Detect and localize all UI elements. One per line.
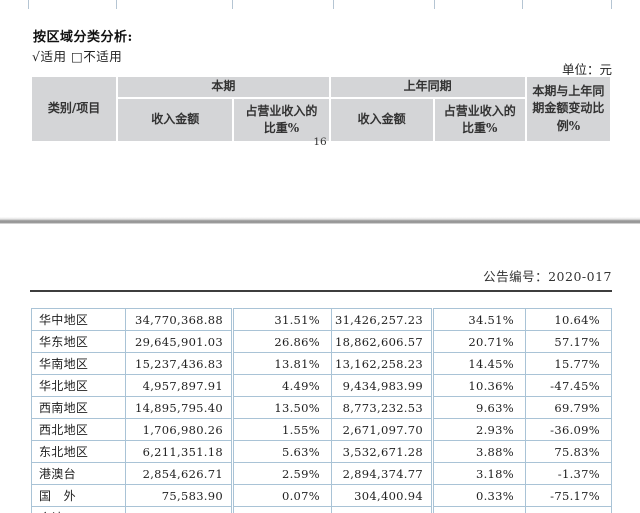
income-ratio-prior: 14.45% — [431, 352, 526, 375]
income-amount-prior: 2,671,097.70 — [331, 418, 433, 441]
income-amount-prior: 91,061,883.24 — [331, 506, 433, 513]
table-row: 西南地区 14,895,795.40 13.50% 8,773,232.53 9… — [31, 396, 612, 419]
income-amount-current: 2,854,626.71 — [125, 462, 233, 485]
change-ratio: 10.64% — [525, 308, 612, 331]
cutoff-cell — [117, 0, 233, 9]
page-break-divider — [0, 217, 640, 224]
change-ratio: -47.45% — [525, 374, 612, 397]
income-ratio-current: 13.50% — [231, 396, 332, 419]
change-ratio: -36.09% — [525, 418, 612, 441]
announcement-number: 公告编号：2020-017 — [483, 269, 612, 284]
income-amount-prior: 2,894,374.77 — [331, 462, 433, 485]
region-name: 港澳台 — [31, 462, 126, 485]
income-ratio-prior: 3.18% — [431, 462, 526, 485]
income-ratio-prior: 100.00% — [431, 506, 526, 513]
region-name: 国 外 — [31, 484, 126, 507]
income-ratio-prior: 34.51% — [431, 308, 526, 331]
income-amount-current: 29,645,901.03 — [125, 330, 233, 353]
region-table: 华中地区 34,770,368.88 31.51% 31,426,257.23 … — [31, 308, 612, 513]
table-row-total: 合计 110,355,942.11 100.00% 91,061,883.24 … — [31, 506, 612, 513]
income-amount-current: 75,583.90 — [125, 484, 233, 507]
income-amount-prior: 13,162,258.23 — [331, 352, 433, 375]
region-name: 华南地区 — [31, 352, 126, 375]
income-amount-prior: 8,773,232.53 — [331, 396, 433, 419]
region-name: 华中地区 — [31, 308, 126, 331]
income-amount-current: 34,770,368.88 — [125, 308, 233, 331]
cutoff-cell — [523, 0, 608, 9]
change-ratio: 75.83% — [525, 440, 612, 463]
income-ratio-current: 2.59% — [231, 462, 332, 485]
income-ratio-current: 0.07% — [231, 484, 332, 507]
income-amount-current: 14,895,795.40 — [125, 396, 233, 419]
income-ratio-current: 4.49% — [231, 374, 332, 397]
cutoff-cell — [29, 0, 117, 9]
cutoff-table-row — [28, 0, 612, 9]
cutoff-cell — [233, 0, 334, 9]
change-ratio: 57.17% — [525, 330, 612, 353]
header-income-amount-prior: 收入金额 — [328, 97, 435, 143]
table-row: 华南地区 15,237,436.83 13.81% 13,162,258.23 … — [31, 352, 612, 375]
income-amount-current: 110,355,942.11 — [125, 506, 233, 513]
income-ratio-prior: 10.36% — [431, 374, 526, 397]
header-current-period: 本期 — [116, 75, 331, 99]
region-name: 东北地区 — [31, 440, 126, 463]
table-row: 华东地区 29,645,901.03 26.86% 18,862,606.57 … — [31, 330, 612, 353]
change-ratio: 21.19% — [525, 506, 612, 513]
income-amount-prior: 3,532,671.28 — [331, 440, 433, 463]
change-ratio: 15.77% — [525, 352, 612, 375]
header-income-ratio-current: 占营业收入的 比重% — [232, 97, 331, 143]
region-name: 华东地区 — [31, 330, 126, 353]
income-amount-current: 4,957,897.91 — [125, 374, 233, 397]
change-ratio: -75.17% — [525, 484, 612, 507]
income-ratio-prior: 0.33% — [431, 484, 526, 507]
cutoff-cell — [435, 0, 523, 9]
income-amount-prior: 31,426,257.23 — [331, 308, 433, 331]
income-amount-current: 1,706,980.26 — [125, 418, 233, 441]
header-income-amount-current: 收入金额 — [116, 97, 235, 143]
income-ratio-current: 5.63% — [231, 440, 332, 463]
income-amount-current: 6,211,351.18 — [125, 440, 233, 463]
table-row: 国 外 75,583.90 0.07% 304,400.94 0.33% -75… — [31, 484, 612, 507]
summary-table: 类别/项目 本期 上年同期 本期与上年同 期金额变动比 例% 收入金额 占营业收… — [29, 75, 613, 143]
income-amount-current: 15,237,436.83 — [125, 352, 233, 375]
section-title: 按区域分类分析: — [33, 30, 133, 45]
page-number: 16 — [313, 136, 327, 148]
change-ratio: 69.79% — [525, 396, 612, 419]
income-ratio-current: 31.51% — [231, 308, 332, 331]
income-ratio-current: 26.86% — [231, 330, 332, 353]
table-row: 西北地区 1,706,980.26 1.55% 2,671,097.70 2.9… — [31, 418, 612, 441]
total-label: 合计 — [31, 506, 126, 513]
income-amount-prior: 18,862,606.57 — [331, 330, 433, 353]
page-header-rule — [30, 290, 612, 292]
header-change-ratio: 本期与上年同 期金额变动比 例% — [524, 75, 613, 143]
income-amount-prior: 304,400.94 — [331, 484, 433, 507]
header-income-ratio-prior: 占营业收入的 比重% — [432, 97, 527, 143]
region-name: 华北地区 — [31, 374, 126, 397]
table-row: 华中地区 34,770,368.88 31.51% 31,426,257.23 … — [31, 308, 612, 331]
cutoff-cell — [334, 0, 435, 9]
table-row: 港澳台 2,854,626.71 2.59% 2,894,374.77 3.18… — [31, 462, 612, 485]
unit-label: 单位：元 — [561, 62, 612, 77]
change-ratio: -1.37% — [525, 462, 612, 485]
region-name: 西北地区 — [31, 418, 126, 441]
income-amount-prior: 9,434,983.99 — [331, 374, 433, 397]
income-ratio-prior: 9.63% — [431, 396, 526, 419]
income-ratio-prior: 20.71% — [431, 330, 526, 353]
applicability-note: √适用 □不适用 — [32, 49, 123, 64]
region-name: 西南地区 — [31, 396, 126, 419]
header-prior-period: 上年同期 — [328, 75, 527, 99]
income-ratio-current: 100.00% — [231, 506, 332, 513]
table-row: 华北地区 4,957,897.91 4.49% 9,434,983.99 10.… — [31, 374, 612, 397]
header-category: 类别/项目 — [29, 75, 119, 143]
income-ratio-current: 1.55% — [231, 418, 332, 441]
income-ratio-prior: 2.93% — [431, 418, 526, 441]
table-row: 东北地区 6,211,351.18 5.63% 3,532,671.28 3.8… — [31, 440, 612, 463]
income-ratio-prior: 3.88% — [431, 440, 526, 463]
income-ratio-current: 13.81% — [231, 352, 332, 375]
